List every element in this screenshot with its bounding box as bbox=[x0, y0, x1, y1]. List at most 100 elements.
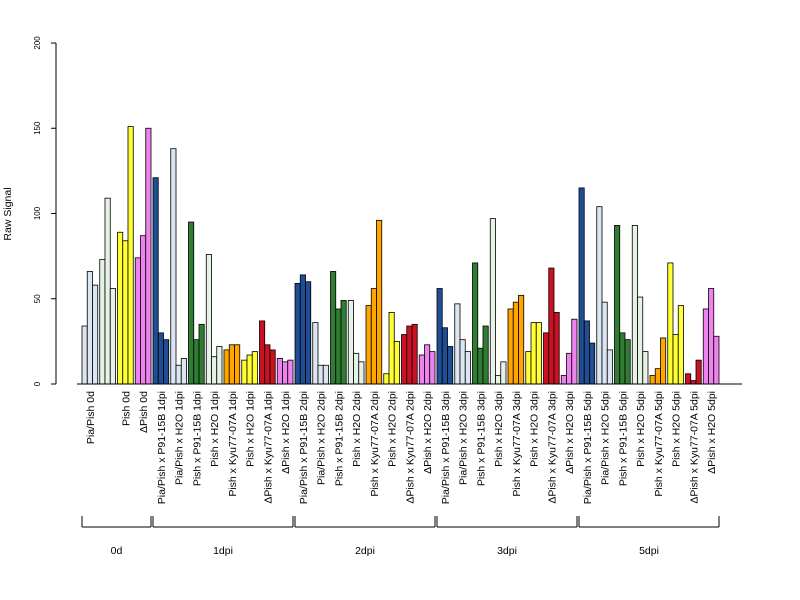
bar bbox=[259, 320, 266, 385]
bar bbox=[317, 364, 324, 385]
bar bbox=[134, 257, 141, 385]
bar bbox=[376, 219, 383, 385]
bar-group bbox=[472, 262, 489, 385]
bar bbox=[619, 332, 626, 385]
bar-group bbox=[614, 225, 631, 385]
bar bbox=[477, 347, 484, 385]
bar bbox=[535, 322, 542, 385]
bar-group bbox=[685, 359, 702, 385]
bar bbox=[424, 344, 431, 385]
bar bbox=[347, 300, 354, 385]
bar bbox=[702, 308, 709, 385]
bar-group bbox=[525, 322, 542, 385]
bar-group bbox=[596, 206, 613, 385]
bar-group bbox=[418, 344, 436, 385]
bar-group bbox=[454, 303, 471, 385]
y-tick-label: 200 bbox=[33, 36, 42, 50]
bar bbox=[312, 322, 319, 385]
y-tick-label: 0 bbox=[33, 381, 42, 386]
bar-group bbox=[560, 318, 578, 385]
bar bbox=[518, 294, 525, 385]
bar bbox=[282, 361, 289, 385]
bar bbox=[624, 339, 631, 385]
bar bbox=[99, 259, 106, 385]
bar bbox=[695, 359, 702, 385]
bar bbox=[330, 271, 337, 385]
bar bbox=[276, 358, 283, 385]
bar bbox=[614, 225, 621, 385]
bar bbox=[170, 148, 177, 385]
y-tick-label: 50 bbox=[33, 294, 42, 303]
bar bbox=[117, 231, 124, 385]
bar-group bbox=[241, 351, 258, 385]
bar-group bbox=[383, 311, 400, 385]
bar bbox=[234, 344, 241, 385]
bar bbox=[81, 325, 88, 385]
category-label: ΔPish x H2O 3dpi bbox=[564, 391, 576, 474]
group-label: 5dpi bbox=[639, 545, 659, 557]
bar bbox=[560, 375, 567, 385]
bar bbox=[152, 177, 159, 385]
bar bbox=[660, 337, 667, 385]
bar bbox=[571, 318, 578, 385]
bar bbox=[411, 323, 418, 385]
bar bbox=[690, 380, 697, 385]
bar bbox=[589, 342, 596, 385]
bar bbox=[489, 218, 496, 385]
y-axis: 0 50 100 150 200 bbox=[33, 36, 57, 386]
bar bbox=[418, 354, 425, 385]
category-label: ΔPish 0d bbox=[138, 391, 150, 433]
bar-group bbox=[99, 197, 116, 385]
bar bbox=[637, 296, 644, 385]
bar bbox=[223, 349, 230, 385]
bar bbox=[631, 225, 638, 385]
bar bbox=[601, 301, 608, 385]
bar-group bbox=[81, 271, 99, 385]
bar-group bbox=[294, 274, 312, 385]
bar bbox=[441, 327, 448, 385]
bar bbox=[649, 375, 656, 385]
bars bbox=[81, 126, 720, 385]
bar bbox=[104, 197, 111, 385]
group-label: 2dpi bbox=[355, 545, 375, 557]
category-label: Pia/Pish x H2O 5dpi bbox=[600, 391, 612, 485]
bar bbox=[672, 334, 679, 385]
group-label: 1dpi bbox=[213, 545, 233, 557]
bar bbox=[454, 303, 461, 385]
bar-group bbox=[578, 187, 596, 385]
bar bbox=[393, 340, 400, 385]
bar-group bbox=[649, 337, 667, 385]
bar-group bbox=[223, 344, 241, 385]
bar-group bbox=[543, 267, 560, 385]
bar bbox=[335, 308, 342, 385]
bar-group bbox=[276, 358, 294, 385]
category-label: Pia/Pish 0d bbox=[85, 391, 97, 444]
category-labels: Pia/Pish 0d Pish 0d ΔPish 0d Pia/Pish x P91… bbox=[85, 391, 718, 504]
category-label: Pish x H2O 2dpi bbox=[351, 391, 363, 467]
category-label: ΔPish x Kyu77-07A 2dpi bbox=[404, 391, 416, 504]
bar bbox=[472, 262, 479, 385]
bar bbox=[606, 349, 613, 385]
category-label: ΔPish x Kyu77-07A 1dpi bbox=[262, 391, 274, 504]
category-label: Pish x Kyu77-07A 2dpi bbox=[369, 391, 381, 497]
category-label: Pish x P91-15B 2dpi bbox=[333, 391, 345, 486]
bar bbox=[353, 352, 360, 385]
bar bbox=[175, 364, 182, 385]
bar bbox=[193, 339, 200, 385]
bar bbox=[216, 346, 223, 385]
bar bbox=[401, 334, 408, 385]
bar bbox=[495, 375, 502, 385]
bar bbox=[525, 351, 532, 385]
bar bbox=[340, 300, 347, 385]
bar-group bbox=[507, 294, 525, 385]
category-label: Pia/Pish x H2O 3dpi bbox=[458, 391, 470, 485]
bar-group bbox=[152, 177, 170, 385]
bar-group bbox=[259, 320, 276, 385]
bar bbox=[109, 288, 116, 385]
bar bbox=[530, 322, 537, 385]
bar bbox=[583, 320, 590, 385]
bar bbox=[677, 305, 684, 385]
bar bbox=[163, 339, 170, 385]
bar-group bbox=[117, 126, 134, 385]
bar bbox=[305, 281, 312, 385]
